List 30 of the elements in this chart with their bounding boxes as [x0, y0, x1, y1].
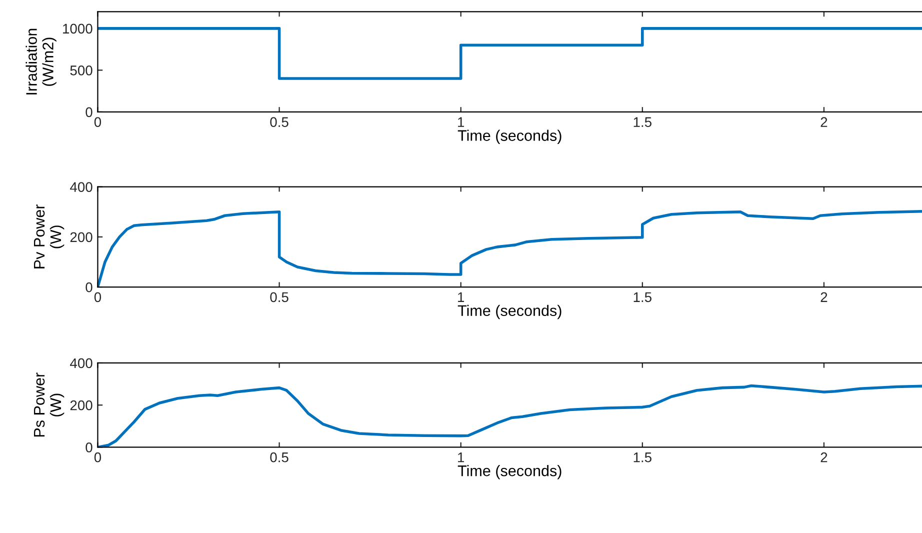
y-tick-label: 400 — [70, 182, 92, 192]
y-tick-label: 0 — [86, 442, 92, 452]
y-tick-label: 0 — [86, 282, 92, 292]
x-tick-label: 0 — [94, 292, 102, 302]
x-tick-label: 2 — [820, 452, 828, 462]
x-tick-label: 0.5 — [270, 292, 288, 302]
x-tick-label: 0 — [94, 452, 102, 462]
y-tick-label: 500 — [70, 66, 92, 76]
x-tick-label: 1 — [458, 452, 464, 462]
x-tick-label: 1 — [458, 292, 464, 302]
x-tick-label: 0.5 — [270, 117, 288, 127]
x-tick-label: 1.5 — [634, 117, 652, 127]
y-axis-title: Ps Power (W) — [34, 372, 64, 437]
x-tick-label: 1.5 — [634, 452, 652, 462]
x-tick-label: 0.5 — [270, 452, 288, 462]
x-tick-label: 2 — [820, 117, 828, 127]
y-tick-label: 1000 — [63, 24, 92, 34]
x-tick-label: 0 — [94, 117, 102, 127]
x-axis-title: Time (seconds) — [458, 464, 562, 480]
y-tick-label: 400 — [70, 358, 92, 368]
y-tick-label: 200 — [70, 232, 92, 242]
x-tick-label: 1 — [458, 117, 464, 127]
x-axis-title: Time (seconds) — [458, 130, 562, 144]
y-axis-title: Pv Power (W) — [34, 204, 64, 268]
y-axis-title: Irradiation (W/m2) — [26, 28, 56, 94]
x-tick-label: 2 — [820, 292, 828, 302]
x-tick-label: 1.5 — [634, 292, 652, 302]
y-tick-label: 0 — [86, 107, 92, 118]
x-axis-title: Time (seconds) — [458, 304, 562, 320]
y-tick-label: 200 — [70, 400, 92, 410]
